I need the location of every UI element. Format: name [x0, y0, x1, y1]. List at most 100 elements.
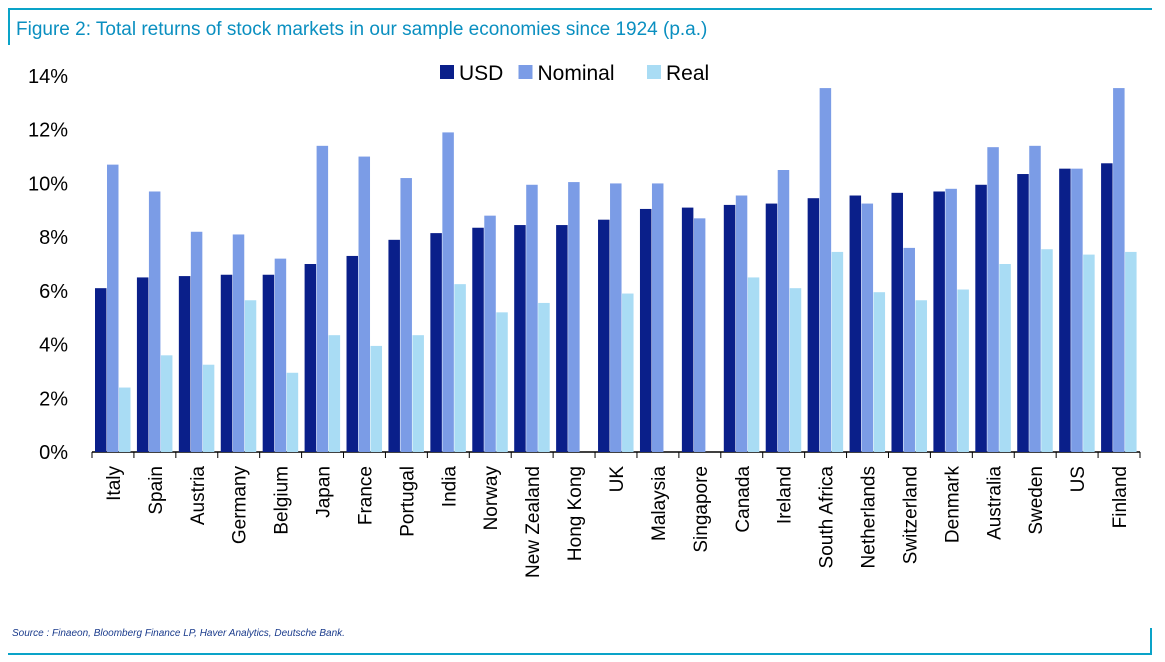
x-category-label: Netherlands — [859, 466, 880, 568]
title-left-border — [8, 10, 10, 45]
x-category-label: India — [439, 466, 460, 508]
x-category-label: Norway — [481, 466, 502, 531]
bar-nominal-netherlands — [861, 203, 874, 452]
x-category-label: Spain — [146, 466, 167, 515]
x-category-label: Ireland — [775, 466, 796, 524]
bar-usd-france — [346, 255, 359, 452]
bar-usd-hong-kong — [556, 225, 568, 452]
y-tick-label: 0% — [39, 442, 68, 464]
bar-usd-italy — [95, 288, 107, 452]
bar-usd-australia — [975, 184, 987, 452]
bar-real-india — [454, 284, 466, 452]
bar-real-us — [1083, 254, 1095, 452]
bar-nominal-singapore — [693, 218, 706, 452]
x-category-label: Switzerland — [900, 466, 921, 564]
legend-label-usd: USD — [459, 62, 503, 85]
bar-usd-switzerland — [891, 192, 903, 453]
bar-usd-malaysia — [639, 208, 652, 452]
bar-real-portugal — [412, 335, 424, 452]
y-tick-label: 14% — [28, 66, 68, 88]
x-category-label: Sweden — [1026, 466, 1047, 535]
y-tick-label: 8% — [39, 227, 68, 249]
x-category-label: Australia — [984, 466, 1005, 540]
bar-nominal-sweden — [1029, 145, 1041, 453]
bar-usd-austria — [178, 276, 191, 452]
x-category-label: Finland — [1110, 466, 1131, 528]
x-category-label: Belgium — [272, 466, 293, 535]
x-category-label: New Zealand — [523, 466, 544, 578]
x-category-label: US — [1068, 466, 1089, 492]
y-tick-label: 12% — [28, 120, 68, 142]
bar-nominal-us — [1071, 168, 1083, 452]
bar-real-australia — [999, 264, 1011, 452]
top-border — [8, 8, 1152, 10]
bar-nominal-norway — [484, 215, 496, 452]
y-tick-label: 6% — [39, 281, 68, 303]
bar-nominal-malaysia — [651, 183, 664, 452]
bottom-border — [8, 653, 1152, 655]
bar-real-spain — [160, 355, 173, 452]
bar-usd-portugal — [388, 239, 400, 452]
bar-nominal-belgium — [274, 258, 287, 452]
bar-nominal-india — [442, 132, 454, 452]
bar-usd-japan — [304, 264, 317, 452]
x-category-label: Canada — [733, 466, 754, 533]
bar-real-new-zealand — [538, 302, 550, 452]
x-category-label: France — [355, 466, 376, 525]
bar-usd-ireland — [765, 203, 778, 452]
footer-right-border — [1150, 628, 1152, 654]
bar-usd-belgium — [262, 274, 275, 452]
bar-usd-denmark — [933, 191, 945, 452]
bar-real-germany — [244, 300, 257, 452]
source-note: Source : Finaeon, Bloomberg Finance LP, … — [12, 628, 345, 639]
bar-real-canada — [747, 277, 760, 452]
bar-usd-norway — [472, 227, 484, 452]
bar-usd-uk — [598, 219, 610, 452]
legend-swatch-usd — [440, 65, 454, 79]
x-category-label: Singapore — [691, 466, 712, 553]
bar-nominal-uk — [610, 183, 622, 452]
x-category-label: Portugal — [397, 466, 418, 537]
bar-real-sweden — [1041, 249, 1053, 452]
bar-real-netherlands — [873, 292, 886, 452]
bar-nominal-austria — [190, 231, 203, 452]
bar-nominal-italy — [107, 164, 119, 452]
y-tick-label: 2% — [39, 388, 68, 410]
bar-real-switzerland — [915, 300, 927, 452]
bar-nominal-japan — [316, 145, 329, 453]
x-category-label: Japan — [314, 466, 335, 518]
bar-usd-netherlands — [849, 195, 862, 452]
legend-swatch-real — [647, 65, 661, 79]
bar-usd-india — [430, 233, 442, 452]
x-category-label: Denmark — [942, 466, 963, 544]
bar-usd-singapore — [681, 207, 694, 452]
bar-nominal-germany — [232, 234, 245, 452]
bar-nominal-new-zealand — [526, 184, 538, 452]
bar-real-italy — [119, 387, 131, 452]
bar-real-uk — [622, 293, 634, 452]
x-category-label: Malaysia — [649, 466, 670, 541]
legend-swatch-nominal — [518, 65, 533, 79]
bar-nominal-finland — [1113, 88, 1125, 452]
legend-label-real: Real — [666, 62, 709, 85]
bar-chart: 0% 2% 4% 6% 8% 10% 12% 14% Italy Spain Austria Germ… — [28, 62, 1141, 578]
bar-nominal-denmark — [945, 188, 957, 453]
bar-nominal-south-africa — [819, 88, 832, 452]
bar-usd-south-africa — [807, 198, 820, 452]
x-category-label: UK — [607, 466, 628, 493]
x-category-label: South Africa — [817, 466, 838, 569]
x-category-label: Italy — [104, 466, 125, 501]
x-category-label: Germany — [230, 466, 251, 545]
bar-usd-spain — [136, 277, 149, 452]
bar-real-finland — [1125, 251, 1137, 452]
bar-nominal-canada — [735, 195, 748, 452]
bar-usd-finland — [1101, 163, 1113, 453]
x-category-label: Hong Kong — [565, 466, 586, 561]
bar-nominal-switzerland — [903, 247, 915, 452]
bar-real-france — [370, 345, 383, 452]
bar-real-norway — [496, 312, 508, 452]
bar-real-ireland — [789, 288, 802, 452]
y-tick-label: 10% — [28, 173, 68, 195]
bar-usd-sweden — [1017, 174, 1029, 452]
bar-nominal-spain — [148, 191, 161, 452]
